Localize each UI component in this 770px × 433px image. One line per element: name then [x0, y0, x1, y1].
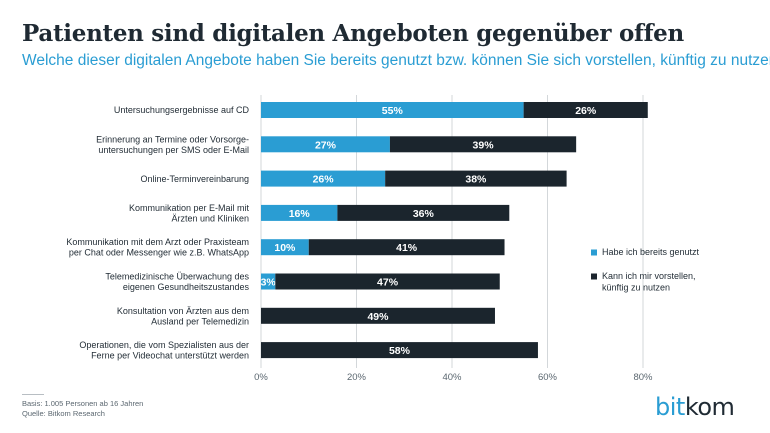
category-label: Kommunikation per E-Mail mit Ärzten und K… — [129, 203, 250, 224]
category-label: Operationen, die vom Spezialisten aus de… — [79, 340, 249, 361]
footnote-source: Quelle: Bitkom Research — [22, 409, 105, 418]
bar-used — [261, 102, 524, 118]
data-label: 55% — [382, 105, 404, 117]
footnote-basis: Basis: 1.005 Personen ab 16 Jahren — [22, 399, 144, 408]
bar-imaginable — [308, 239, 505, 256]
x-tick-label: 60% — [538, 372, 558, 383]
bar-used — [261, 239, 309, 256]
category-label: Erinnerung an Termine oder Vorsorge-unte… — [96, 134, 249, 155]
data-label: 41% — [396, 242, 418, 254]
bar-used — [261, 273, 276, 290]
data-label: 26% — [575, 105, 597, 117]
bar-imaginable — [275, 273, 500, 290]
data-label: 27% — [315, 139, 337, 151]
logo-part-bit: bit — [655, 393, 685, 421]
footer-divider — [22, 394, 44, 395]
category-label: Online-Terminvereinbarung — [140, 174, 249, 184]
x-tick-label: 40% — [442, 372, 462, 383]
chart-title: Patienten sind digitalen Angeboten gegen… — [22, 20, 684, 47]
bar-used — [261, 204, 338, 221]
x-tick-label: 20% — [347, 372, 367, 383]
chart-subtitle: Welche dieser digitalen Angebote haben S… — [22, 52, 770, 69]
x-tick-label: 0% — [254, 372, 268, 383]
legend-swatch-imaginable — [591, 273, 597, 280]
bar-imaginable — [389, 136, 577, 153]
bar-used — [261, 170, 386, 187]
data-label: 47% — [377, 277, 399, 289]
legend-label: Habe ich bereits genutzt — [602, 247, 700, 257]
data-label: 36% — [413, 208, 435, 220]
bitkom-logo: bitkom — [655, 393, 735, 421]
bar-imaginable — [523, 102, 648, 118]
data-label: 38% — [465, 174, 487, 186]
data-label: 26% — [313, 174, 335, 186]
legend-label: Kann ich mir vorstellen, künftig zu nutze… — [602, 271, 696, 293]
bar-imaginable — [337, 204, 510, 221]
category-label: Konsultation von Ärzten aus dem Ausland p… — [117, 306, 249, 327]
data-label: 39% — [473, 139, 495, 151]
category-label: Kommunikation mit dem Arzt oder Praxiste… — [66, 237, 249, 258]
data-label: 58% — [389, 345, 411, 357]
logo-part-kom: kom — [684, 393, 735, 421]
bar-imaginable — [261, 342, 538, 359]
x-tick-label: 80% — [633, 372, 653, 383]
category-label: Untersuchungsergebnisse auf CD — [114, 105, 250, 115]
bar-imaginable — [261, 307, 495, 324]
category-label: Telemedizinische Überwachung des eigenen … — [105, 271, 249, 292]
data-label: 49% — [367, 311, 389, 323]
bar-imaginable — [385, 170, 567, 187]
data-label: 16% — [289, 208, 311, 220]
data-label: 10% — [274, 242, 296, 254]
legend-swatch-used — [591, 249, 597, 256]
data-label: 3% — [261, 277, 277, 289]
bar-used — [261, 136, 390, 153]
